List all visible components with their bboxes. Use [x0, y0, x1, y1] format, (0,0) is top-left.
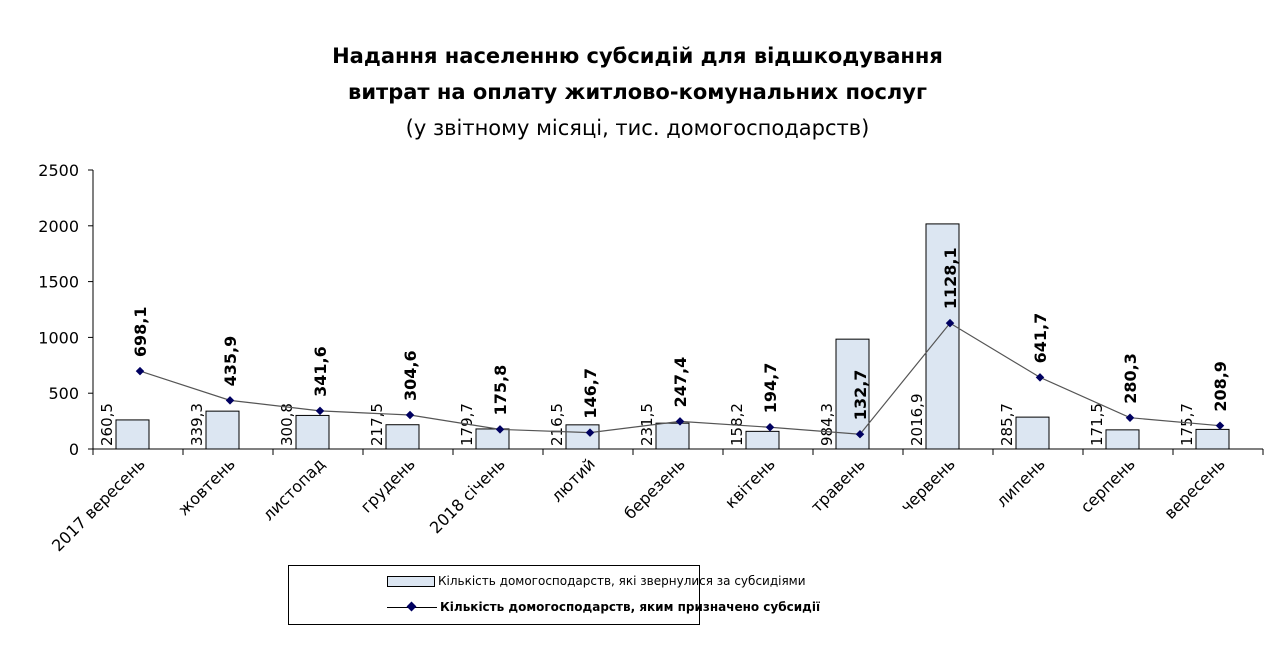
x-tick-label: вересень — [1160, 454, 1228, 522]
line-data-label: 435,9 — [221, 336, 240, 387]
bar — [115, 419, 150, 450]
legend-bar-label: Кількість домогосподарств, які звернулис… — [438, 574, 806, 588]
bar — [1015, 416, 1050, 450]
line-data-label: 132,7 — [851, 370, 870, 421]
line-data-label: 1128,1 — [941, 247, 960, 309]
bar-data-label: 231,5 — [638, 403, 656, 446]
x-tick-label: серпень — [1077, 454, 1139, 516]
x-tick-label: жовтень — [174, 454, 239, 519]
bar — [925, 223, 960, 450]
bar — [1105, 429, 1140, 450]
bar — [1195, 428, 1230, 450]
line-point — [495, 425, 505, 434]
bar — [205, 410, 240, 450]
x-tick-label: травень — [807, 454, 869, 516]
x-tick-label: лютий — [547, 454, 598, 505]
bar — [475, 428, 510, 450]
line-data-label: 175,8 — [491, 365, 510, 416]
chart-title-line-2: витрат на оплату житлово-комунальних пос… — [348, 80, 927, 104]
line-point — [135, 366, 145, 376]
legend-line-label: Кількість домогосподарств, яким призначе… — [440, 600, 821, 614]
line-point — [405, 410, 415, 420]
y-tick-label: 2000 — [38, 217, 79, 236]
x-tick-label: березень — [620, 454, 689, 523]
y-tick-label: 2500 — [38, 161, 79, 180]
x-tick-label: 2018 січень — [426, 454, 509, 537]
legend-item-line: Кількість домогосподарств, яким призначе… — [387, 600, 820, 614]
y-tick-label: 0 — [69, 440, 79, 459]
line-data-label: 194,7 — [761, 363, 780, 414]
y-tick-label: 500 — [48, 384, 79, 403]
legend-item-bar: Кількість домогосподарств, які звернулис… — [387, 574, 806, 588]
line-point — [1215, 421, 1225, 430]
line-data-label: 698,1 — [131, 306, 150, 357]
bar-data-label: 300,8 — [278, 403, 296, 446]
line-point — [945, 318, 955, 328]
x-tick-label: квітень — [721, 454, 779, 512]
bar-data-label: 260,5 — [98, 403, 116, 446]
bar-data-label: 285,7 — [998, 403, 1016, 446]
line-point — [1035, 373, 1045, 382]
bar — [565, 424, 600, 450]
bar-data-label: 175,7 — [1178, 403, 1196, 446]
line-point — [225, 396, 235, 405]
x-tick-label: липень — [992, 454, 1048, 510]
bar-data-label: 217,5 — [368, 403, 386, 446]
bar-data-label: 339,3 — [188, 403, 206, 446]
bar — [655, 422, 690, 450]
line-point — [585, 428, 595, 437]
x-tick-label: 2017 вересень — [48, 454, 149, 555]
bar — [745, 430, 780, 450]
line-point — [765, 423, 775, 432]
bar-data-label: 216,5 — [548, 403, 566, 446]
line-data-label: 341,6 — [311, 346, 330, 397]
line-point — [855, 429, 865, 439]
line-data-label: 641,7 — [1031, 313, 1050, 364]
legend: Кількість домогосподарств, які звернулис… — [288, 565, 820, 625]
bar — [385, 424, 420, 450]
line-data-label: 208,9 — [1211, 361, 1230, 412]
bar-data-label: 984,3 — [818, 403, 836, 446]
legend-bar-swatch — [387, 575, 435, 587]
line-data-label: 280,3 — [1121, 353, 1140, 404]
bar-data-label: 2016,9 — [908, 394, 926, 447]
bar — [295, 414, 330, 450]
line-data-label: 247,4 — [671, 357, 690, 408]
y-tick-label: 1000 — [38, 328, 79, 347]
legend-line-swatch — [387, 601, 437, 613]
line-point — [315, 406, 325, 416]
x-tick-label: листопад — [259, 454, 329, 524]
y-tick-label: 1500 — [38, 273, 79, 292]
x-tick-label: грудень — [357, 454, 419, 516]
line-data-label: 146,7 — [581, 368, 600, 419]
x-tick-label: червень — [897, 454, 959, 516]
chart-title-line-1: Надання населенню субсидій для відшкодув… — [332, 44, 943, 68]
line-point — [675, 417, 685, 426]
bar-data-label: 171,5 — [1088, 403, 1106, 446]
line-point — [1125, 413, 1135, 422]
chart-subtitle: (у звітному місяці, тис. домогосподарств… — [405, 116, 870, 140]
line-data-label: 304,6 — [401, 350, 420, 401]
